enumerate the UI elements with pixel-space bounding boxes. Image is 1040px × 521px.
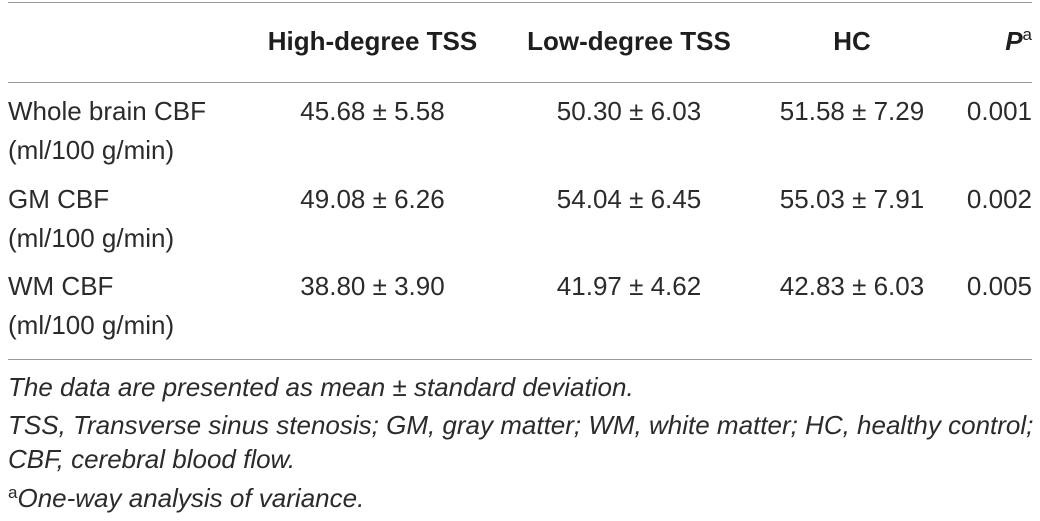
cell-gm-hc: 55.03 ± 7.91 [779,184,925,214]
cell-whole-brain-hc: 51.58 ± 7.29 [779,96,925,126]
row-label-line2: (ml/100 g/min) [8,135,175,165]
row-label-gm: GM CBF (ml/100 g/min) [8,184,248,253]
header-p-letter: P [1005,26,1023,56]
footnote-mean-sd: The data are presented as mean ± standar… [8,372,634,402]
row-label-line1: GM CBF [8,184,110,214]
cell-wm-p: 0.005 [966,271,1032,301]
header-low-degree-tss: Low-degree TSS [527,26,731,56]
table-bottom-rule [8,359,1032,360]
row-label-line2: (ml/100 g/min) [8,310,175,340]
row-label-whole-brain: Whole brain CBF (ml/100 g/min) [8,96,248,165]
row-label-wm: WM CBF (ml/100 g/min) [8,271,248,340]
footnote-anova-text: One-way analysis of variance. [17,483,365,513]
row-label-line1: WM CBF [8,271,114,301]
footnote-superscript: a [8,483,18,502]
header-hc: HC [833,26,871,56]
cell-wm-high: 38.80 ± 3.90 [300,271,445,301]
footnote-abbreviations: TSS, Transverse sinus stenosis; GM, gray… [8,410,1034,474]
cell-whole-brain-p: 0.001 [966,96,1032,126]
table-top-rule [8,2,1032,3]
cell-gm-high: 49.08 ± 6.26 [300,184,445,214]
row-label-line2: (ml/100 g/min) [8,223,175,253]
cell-wm-hc: 42.83 ± 6.03 [779,271,925,301]
cell-gm-low: 54.04 ± 6.45 [556,184,702,214]
header-high-degree-tss: High-degree TSS [267,26,478,56]
cell-gm-p: 0.002 [966,184,1032,214]
header-p-superscript: a [1022,25,1032,44]
cell-wm-low: 41.97 ± 4.62 [556,271,702,301]
row-label-line1: Whole brain CBF [8,96,206,126]
cell-whole-brain-high: 45.68 ± 5.58 [300,96,445,126]
footnote-anova: aOne-way analysis of variance. [8,481,1034,519]
table-header-rule [8,82,1032,83]
cell-whole-brain-low: 50.30 ± 6.03 [556,96,702,126]
header-p-value: Pa [958,25,1032,60]
